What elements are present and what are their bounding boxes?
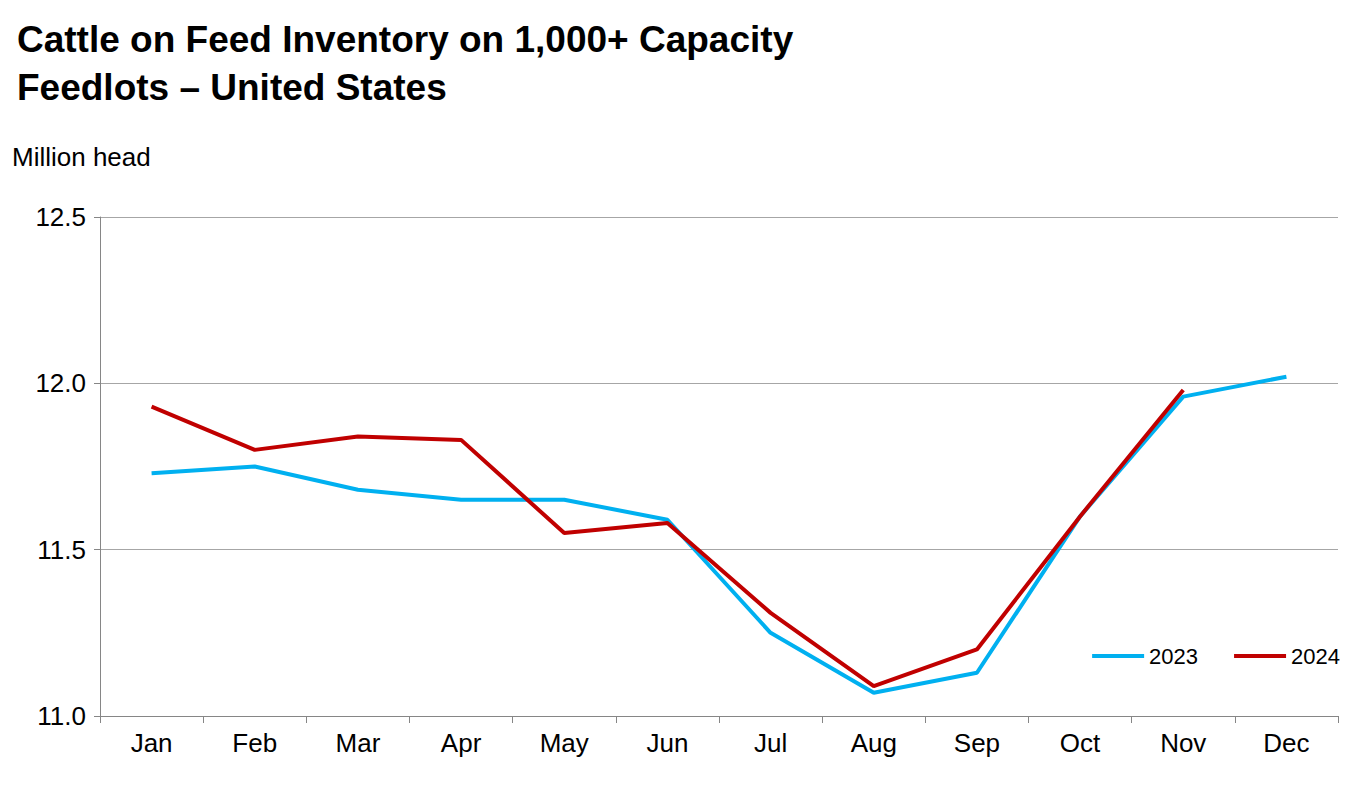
svg-text:Million head: Million head xyxy=(12,142,151,172)
svg-text:12.0: 12.0 xyxy=(35,368,86,398)
svg-text:Jul: Jul xyxy=(754,728,787,758)
svg-text:Feb: Feb xyxy=(232,728,277,758)
svg-text:Sep: Sep xyxy=(954,728,1000,758)
svg-text:Mar: Mar xyxy=(336,728,381,758)
svg-text:11.5: 11.5 xyxy=(37,535,86,565)
svg-text:Feedlots – United States: Feedlots – United States xyxy=(17,67,447,108)
svg-text:12.5: 12.5 xyxy=(35,202,86,232)
svg-text:Jan: Jan xyxy=(131,728,173,758)
svg-text:May: May xyxy=(540,728,589,758)
svg-text:Aug: Aug xyxy=(851,728,897,758)
svg-text:Cattle on Feed Inventory on 1,: Cattle on Feed Inventory on 1,000+ Capac… xyxy=(17,19,804,60)
svg-text:Nov: Nov xyxy=(1160,728,1206,758)
svg-text:Oct: Oct xyxy=(1060,728,1101,758)
svg-text:Jun: Jun xyxy=(646,728,688,758)
svg-text:2024: 2024 xyxy=(1291,644,1340,669)
svg-text:11.0: 11.0 xyxy=(37,701,86,731)
svg-text:2023: 2023 xyxy=(1149,644,1198,669)
svg-text:Apr: Apr xyxy=(441,728,482,758)
svg-text:Dec: Dec xyxy=(1263,728,1309,758)
